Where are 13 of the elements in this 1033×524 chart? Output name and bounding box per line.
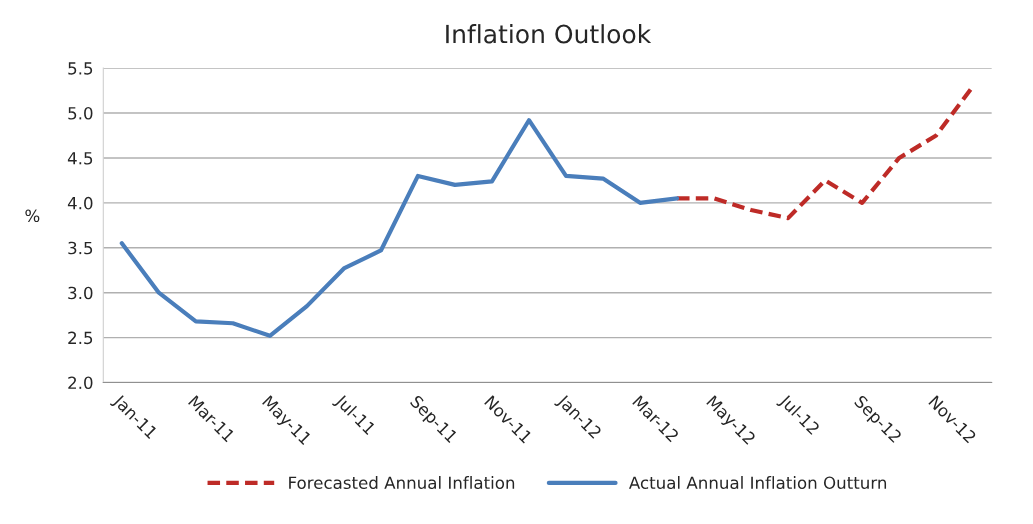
y-tick-label: 3.5 bbox=[68, 241, 93, 255]
chart-title: Inflation Outlook bbox=[446, 24, 652, 44]
y-tick-label: 2.5 bbox=[68, 331, 93, 345]
legend-label: Forecasted Annual Inflation bbox=[289, 476, 515, 490]
y-tick-label: 5.5 bbox=[68, 62, 93, 75]
y-axis-title: % bbox=[25, 209, 40, 223]
legend-label: Actual Annual Inflation Outturn bbox=[628, 476, 887, 490]
y-tick-label: 3.0 bbox=[68, 286, 93, 300]
line-series bbox=[119, 118, 680, 338]
y-tick-label: 5.0 bbox=[68, 107, 93, 120]
y-tick-label: 4.0 bbox=[67, 196, 93, 210]
y-tick-label: 4.5 bbox=[67, 152, 93, 165]
y-tick-label: 2.0 bbox=[68, 376, 93, 390]
